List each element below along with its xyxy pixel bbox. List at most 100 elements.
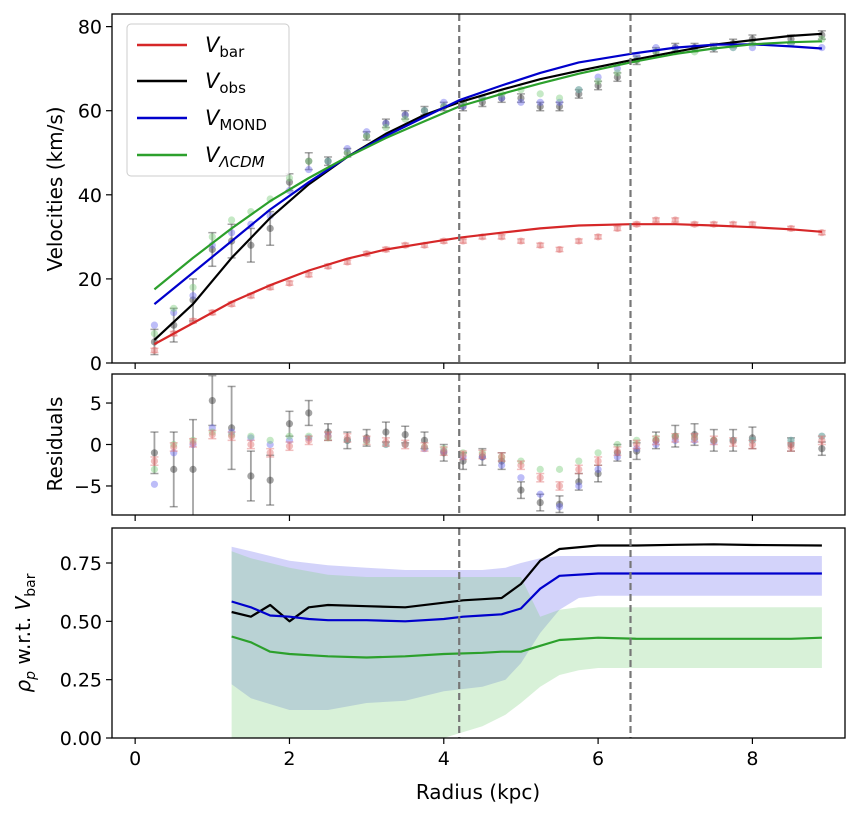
residuals-point <box>729 436 737 444</box>
residuals-y-axis-label: Residuals <box>43 397 67 492</box>
residuals-point <box>420 436 429 444</box>
residuals-point <box>478 449 486 457</box>
residuals-point <box>613 453 621 461</box>
velocities-ytick-label: 20 <box>78 269 102 291</box>
residuals-point <box>818 436 826 444</box>
velocities-point <box>305 271 313 279</box>
residuals-point <box>363 438 371 446</box>
residuals-ytick-label: 0 <box>90 435 102 457</box>
residuals-point <box>227 424 236 432</box>
residuals-point <box>247 440 255 449</box>
residuals-point <box>285 436 294 444</box>
residuals-point <box>748 436 757 444</box>
residuals-point <box>266 436 274 444</box>
velocities-point <box>420 107 429 115</box>
velocities-ytick-label: 0 <box>90 353 102 375</box>
residuals-point <box>343 436 351 444</box>
velocities-point <box>170 308 178 317</box>
velocities-point <box>575 86 583 94</box>
residuals-point <box>208 424 216 432</box>
velocities-point <box>536 102 544 111</box>
residuals-point <box>517 457 525 465</box>
velocities-point <box>594 233 602 241</box>
residuals-point <box>517 486 525 494</box>
velocities-point <box>382 119 390 127</box>
velocities-point <box>594 77 602 85</box>
velocities-ytick-label: 60 <box>78 101 102 123</box>
residuals-point <box>420 445 429 453</box>
residuals-point <box>266 476 274 484</box>
velocities-point <box>575 86 583 94</box>
residuals-point <box>189 440 197 449</box>
velocities-y-axis-label: Velocities (km/s) <box>43 106 67 271</box>
residuals-point <box>382 428 390 436</box>
velocities-line-v-mond <box>153 43 822 305</box>
residuals-point <box>150 449 159 457</box>
residuals-point <box>536 498 544 507</box>
residuals-point <box>150 480 159 488</box>
residuals-point <box>787 440 795 449</box>
velocities-point <box>324 157 332 165</box>
velocities-point <box>343 144 351 153</box>
velocities-point <box>787 35 795 43</box>
velocities-point <box>498 94 506 102</box>
residuals-point <box>170 465 178 473</box>
residuals-point <box>478 450 486 459</box>
residuals-point <box>536 474 544 482</box>
correlation-axes-frame <box>111 527 846 739</box>
residuals-point <box>285 420 294 428</box>
residuals-point <box>401 440 409 449</box>
residuals-point <box>170 440 178 449</box>
velocities-point <box>536 90 544 98</box>
velocities-point <box>285 279 294 287</box>
residuals-point <box>787 436 795 444</box>
residuals-point <box>613 449 621 457</box>
legend-label-mond: VMOND <box>205 106 267 134</box>
velocities-point <box>575 90 583 98</box>
residuals-point <box>401 440 409 449</box>
residuals-panel: Residuals −5 0 5 <box>43 373 846 521</box>
residuals-point <box>652 436 660 444</box>
correlation-line-mond <box>231 572 822 623</box>
correlation-ytick-label: 0.50 <box>60 611 102 633</box>
velocities-point <box>498 94 506 102</box>
residuals-point <box>787 436 795 444</box>
velocities-point <box>305 157 313 165</box>
velocities-point <box>555 94 564 102</box>
residuals-point <box>363 436 371 444</box>
residuals-point <box>208 428 216 436</box>
velocities-panel: Velocities (km/s) 0 20 40 60 80 Vbar Vobs VM… <box>43 13 846 375</box>
residuals-point <box>498 453 506 461</box>
residuals-point <box>729 436 737 444</box>
velocities-point <box>363 132 371 140</box>
residuals-point <box>498 461 506 469</box>
residuals-point <box>652 434 660 442</box>
velocities-point <box>613 73 621 81</box>
velocities-point <box>208 245 216 254</box>
residuals-ytick-label: 5 <box>90 393 102 415</box>
residuals-point <box>671 432 679 440</box>
residuals-plot-area <box>150 374 826 515</box>
velocities-point <box>324 157 332 165</box>
residuals-point <box>594 457 602 465</box>
velocities-point <box>150 321 159 329</box>
residuals-point <box>478 453 486 461</box>
correlation-ytick-label: 0.00 <box>60 728 102 750</box>
velocities-point <box>227 216 236 224</box>
residuals-point <box>170 443 178 451</box>
velocities-point <box>748 44 757 52</box>
legend-label-bar: Vbar <box>205 33 245 61</box>
velocities-point <box>613 65 621 73</box>
residuals-point <box>247 434 255 442</box>
residuals-point <box>382 438 390 446</box>
residuals-point <box>324 428 332 436</box>
velocities-point <box>671 216 679 224</box>
velocities-point <box>382 123 390 132</box>
velocities-point <box>401 111 409 119</box>
residuals-point <box>247 472 255 480</box>
residuals-point <box>440 447 448 455</box>
residuals-point <box>671 436 679 444</box>
correlation-xtick-label: 6 <box>592 748 604 770</box>
correlation-y-axis-label: ρp w.r.t. Vbar <box>11 573 39 692</box>
